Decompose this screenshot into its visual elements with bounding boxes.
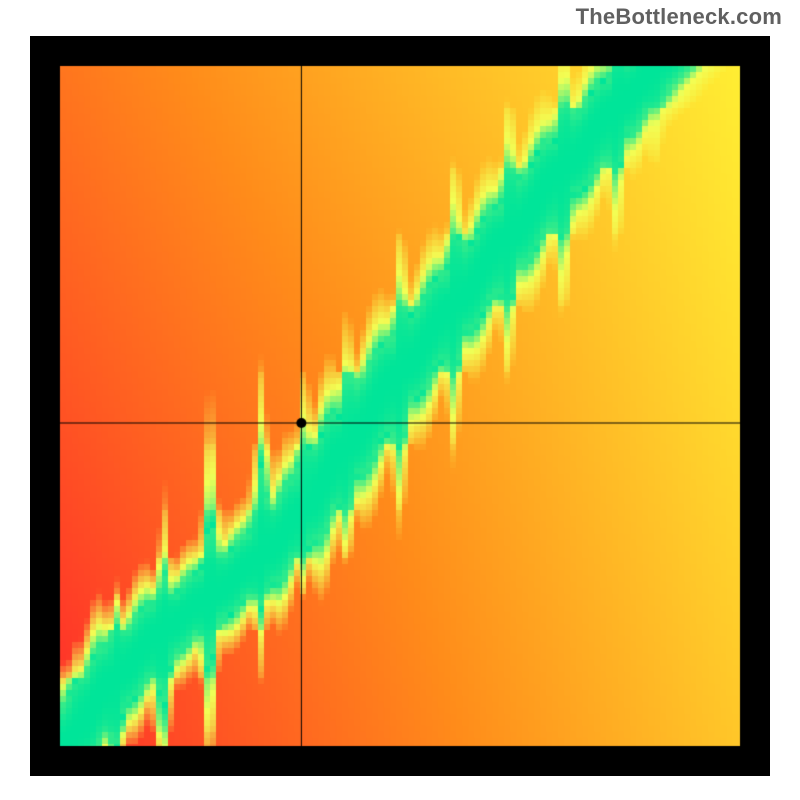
attribution-text: TheBottleneck.com bbox=[576, 4, 782, 30]
bottleneck-heatmap bbox=[30, 36, 770, 776]
chart-container: TheBottleneck.com bbox=[0, 0, 800, 800]
